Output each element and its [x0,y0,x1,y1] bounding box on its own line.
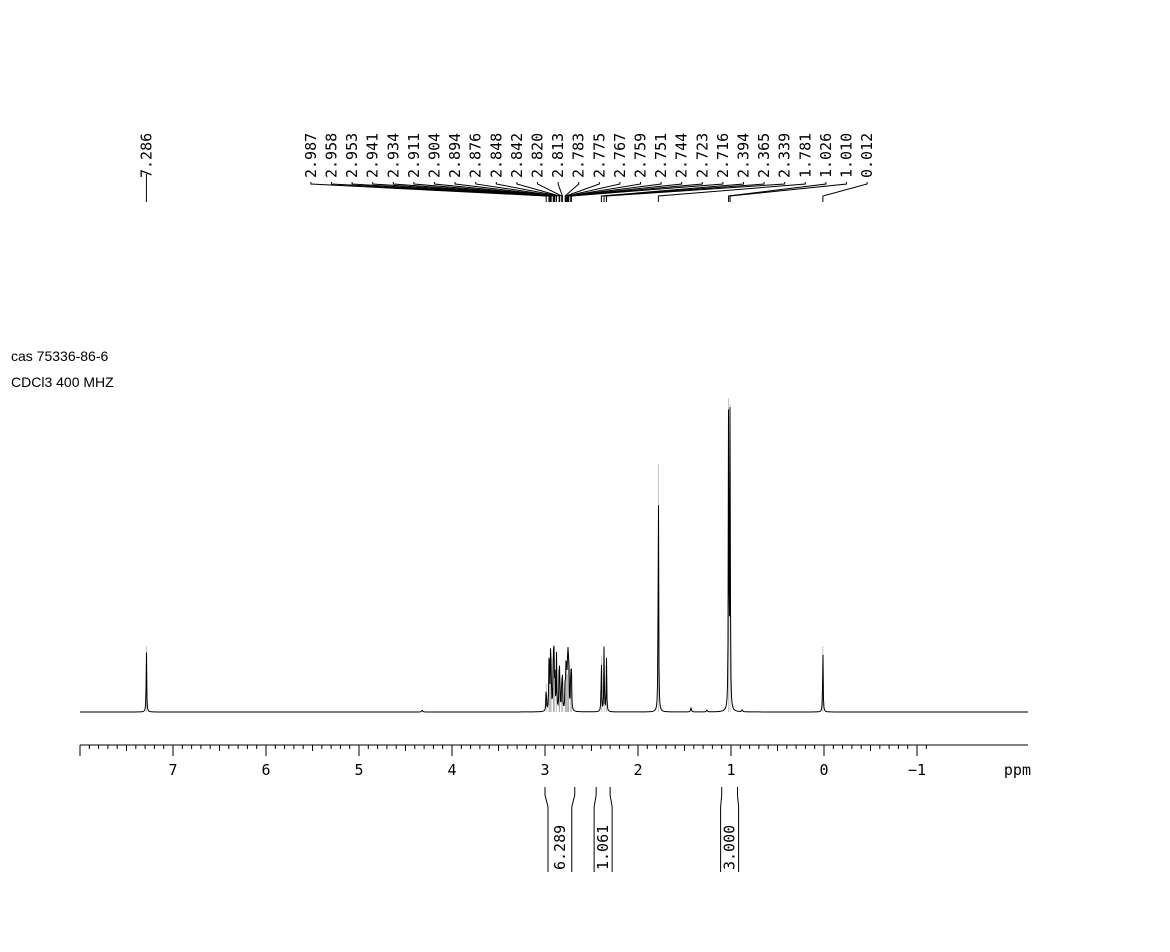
peak-label-leader [728,182,827,202]
peak-label-leader [557,182,563,202]
peak-label: 2.723 [693,133,711,178]
peak-label: 2.848 [487,133,505,178]
peak-label-leader [351,182,550,202]
peak-label: 2.911 [405,133,423,178]
x-tick-label: 2 [633,761,642,779]
integral-value: 6.289 [551,825,569,870]
peak-label: 1.010 [838,133,856,178]
peak-label-leader [566,182,621,202]
peak-label-leader [372,182,551,202]
integral-value: 3.000 [721,825,739,870]
sample-name: cas 75336-86-6 [11,348,109,364]
peak-label-leader [570,182,724,202]
solvent-frequency: CDCl3 400 MHZ [11,374,114,390]
x-tick-label: 5 [354,761,363,779]
x-tick-label: 1 [726,761,735,779]
spectrum-trace [80,407,1028,713]
peak-label-leader [603,182,765,202]
integral-bracket-right [571,787,576,872]
peak-label: 2.767 [611,133,629,178]
peak-label: 2.904 [426,133,444,178]
x-axis-label: ppm [1004,761,1031,779]
peak-label-leader [822,182,868,202]
x-tick-label: 4 [447,761,456,779]
peak-label-leader [564,182,580,202]
peak-label-leader [475,182,558,202]
peak-label-leader [495,182,560,202]
x-tick-label: 0 [819,761,828,779]
peak-label-leader [537,182,563,202]
peak-label: 2.716 [714,133,732,178]
integral-bracket-right [609,787,613,872]
peak-label: 2.339 [776,133,794,178]
integral-bracket-left [593,787,597,872]
peak-label-leader [392,182,552,202]
peak-label-leader [729,182,847,202]
peak-label: 7.286 [137,133,155,178]
x-tick-label: −1 [908,761,926,779]
x-tick-label: 7 [168,761,177,779]
peak-label-leader [454,182,556,202]
peak-label-leader [310,182,547,202]
peak-label: 2.751 [652,133,670,178]
peak-label-leader [570,182,703,202]
peak-label: 2.958 [323,133,341,178]
integral-bracket-left [720,787,723,872]
peak-label-leader [657,182,806,202]
peak-label: 2.783 [570,133,588,178]
peak-label: 2.953 [343,133,361,178]
peak-label-leader [567,182,662,202]
peak-label-leader [600,182,744,202]
peak-label-leader [568,182,683,202]
peak-label: 2.842 [508,133,526,178]
integral-bracket-right [737,787,740,872]
peak-label-leader [566,182,641,202]
peak-label: 2.820 [529,133,547,178]
x-tick-label: 3 [540,761,549,779]
peak-label: 2.934 [384,133,402,178]
peak-label: 0.012 [858,133,876,178]
peak-label: 2.876 [467,133,485,178]
peak-label: 2.394 [735,133,753,178]
peak-label: 1.781 [796,133,814,178]
peak-label-leader [413,182,554,202]
peak-label: 2.759 [632,133,650,178]
integral-value: 1.061 [594,825,612,870]
peak-label: 2.813 [549,133,567,178]
peak-label: 2.775 [590,133,608,178]
peak-label: 2.987 [302,133,320,178]
peak-label: 1.026 [817,133,835,178]
peak-label: 2.744 [673,133,691,178]
peak-label: 2.941 [364,133,382,178]
peak-label-leader [565,182,600,202]
peak-label-leader [516,182,561,202]
x-tick-label: 6 [261,761,270,779]
peak-label-leader [434,182,555,202]
integral-bracket-left [544,787,549,872]
peak-label: 2.365 [755,133,773,178]
peak-label-leader [605,182,786,202]
peak-label: 2.894 [446,133,464,178]
